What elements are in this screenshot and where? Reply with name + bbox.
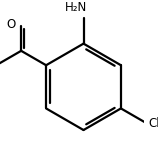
Text: O: O xyxy=(7,18,16,31)
Text: Cl: Cl xyxy=(149,117,158,130)
Text: H₂N: H₂N xyxy=(65,1,87,14)
